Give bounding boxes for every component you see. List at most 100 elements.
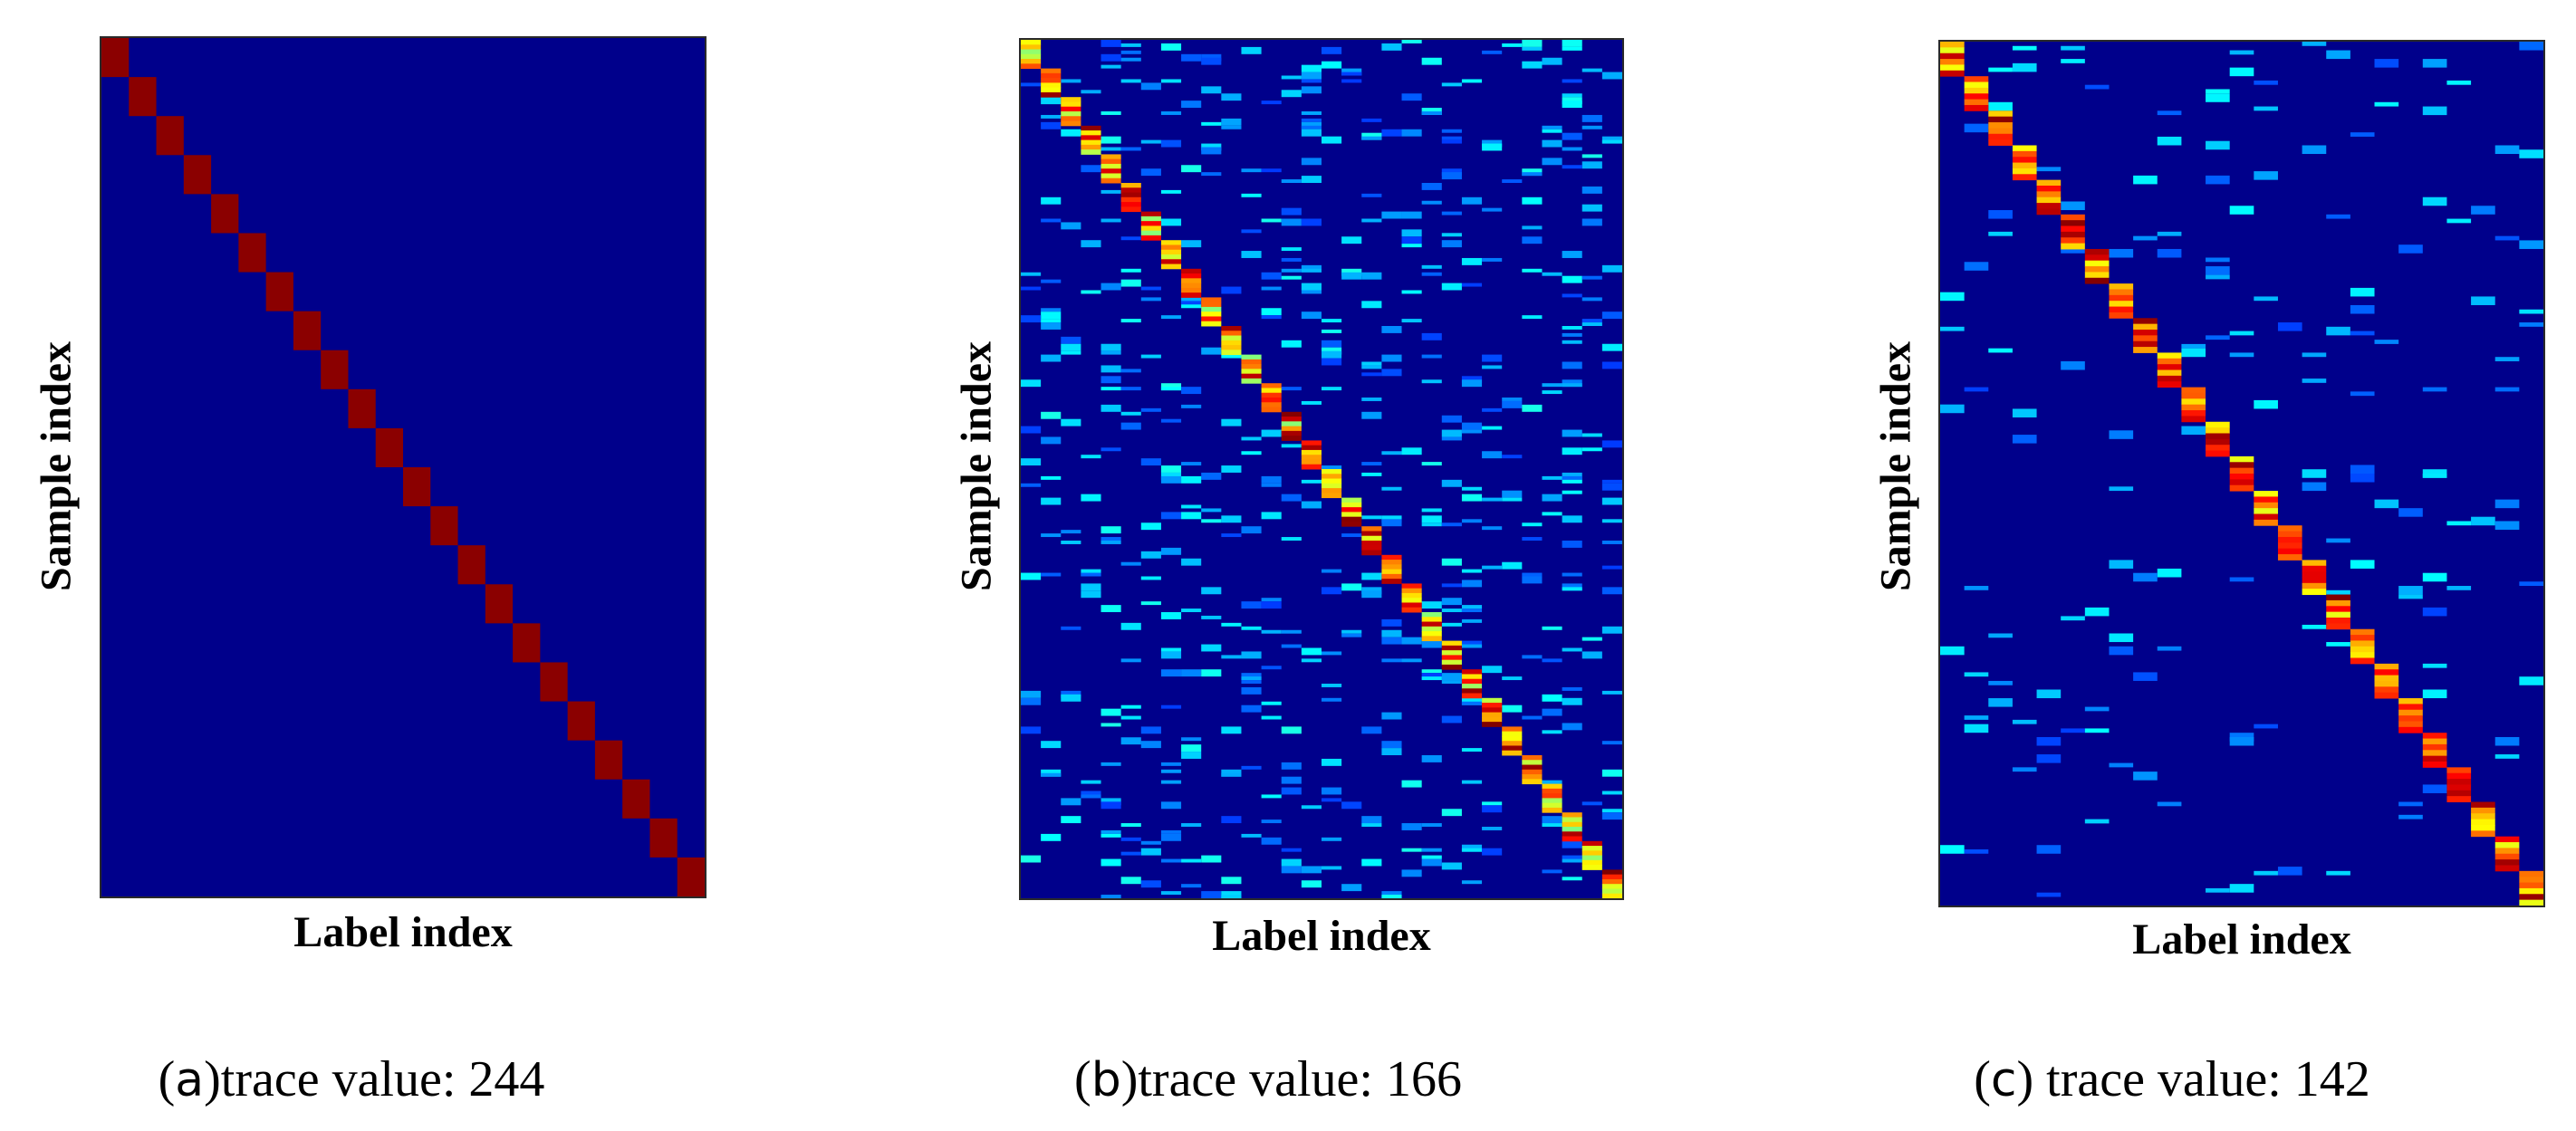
heatmap-cell xyxy=(1441,415,1462,423)
diagonal-cell xyxy=(2012,174,2037,181)
diagonal-cell xyxy=(2133,340,2158,348)
heatmap-cell xyxy=(1261,512,1282,520)
heatmap-cell xyxy=(1581,161,1602,169)
diagonal-cell xyxy=(2109,289,2134,296)
heatmap-cell xyxy=(1421,755,1442,762)
heatmap-cell xyxy=(2302,145,2327,155)
heatmap-cell xyxy=(1421,508,1442,513)
heatmap-cell xyxy=(1542,272,1562,276)
heatmap-cell xyxy=(2084,819,2110,824)
diagonal-cell xyxy=(1381,554,1402,561)
heatmap-cell xyxy=(1221,533,1242,538)
heatmap-cell xyxy=(1120,561,1141,566)
diagonal-cell xyxy=(1502,726,1523,733)
heatmap-cell xyxy=(1301,118,1322,122)
heatmap-cell xyxy=(1401,780,1422,788)
heatmap-cell xyxy=(1461,494,1483,502)
diagonal-cell xyxy=(2374,669,2399,676)
heatmap-cell xyxy=(1940,292,1965,302)
heatmap-cell xyxy=(1201,472,1222,480)
heatmap-cell xyxy=(1522,168,1543,177)
diagonal-cell xyxy=(2181,387,2206,394)
diagonal-cell xyxy=(2519,877,2543,884)
heatmap-cell xyxy=(1221,816,1242,824)
heatmap-cell xyxy=(1101,801,1121,810)
diagonal-cell xyxy=(2374,680,2399,687)
heatmap-cell xyxy=(1562,572,1582,577)
heatmap-cell xyxy=(1461,283,1483,287)
heatmap-cell xyxy=(1301,176,1322,183)
diagonal-cell xyxy=(2277,542,2302,550)
diagonal-cell xyxy=(2374,692,2399,699)
heatmap-cell xyxy=(1381,519,1402,527)
diagonal-cell xyxy=(2398,704,2423,711)
heatmap-cell xyxy=(1522,61,1543,69)
heatmap-cell xyxy=(1341,884,1362,892)
diagonal-cell xyxy=(1140,235,1161,241)
diagonal-cell xyxy=(2471,819,2495,826)
diagonal-cell xyxy=(2061,237,2085,244)
diagonal-cell xyxy=(540,662,568,702)
heatmap-cell xyxy=(1281,726,1302,734)
heatmap-cell xyxy=(1361,136,1382,140)
diagonal-cell xyxy=(1181,292,1202,298)
diagonal-cell xyxy=(2326,606,2350,613)
diagonal-cell xyxy=(1361,535,1382,542)
heatmap-cell xyxy=(1502,455,1523,459)
heatmap-cell xyxy=(1041,121,1062,129)
heatmap-cell xyxy=(1601,541,1622,544)
diagonal-cell xyxy=(1421,636,1442,642)
heatmap-cell xyxy=(1322,136,1342,144)
heatmap-cell xyxy=(2302,379,2327,383)
heatmap-cell xyxy=(2494,235,2520,241)
diagonal-cell xyxy=(1601,869,1622,876)
diagonal-cell xyxy=(1041,68,1062,74)
heatmap-cell xyxy=(2422,59,2447,68)
diagonal-cell xyxy=(1988,133,2013,140)
heatmap-cell xyxy=(1601,264,1622,273)
heatmap-cell xyxy=(1461,257,1483,265)
diagonal-cell xyxy=(1562,836,1582,842)
heatmap-cell xyxy=(1120,823,1141,827)
heatmap-cell xyxy=(2206,274,2230,280)
heatmap-cell xyxy=(1301,79,1322,83)
heatmap-cell xyxy=(2133,672,2158,681)
diagonal-cell xyxy=(1461,688,1483,695)
heatmap-cell xyxy=(1322,387,1342,391)
heatmap-cell xyxy=(1241,601,1262,609)
heatmap-cell xyxy=(1482,365,1503,369)
heatmap-cell xyxy=(1542,658,1562,663)
heatmap-cell xyxy=(1301,290,1322,294)
diagonal-cell xyxy=(1061,116,1081,122)
heatmap-cell xyxy=(2036,754,2062,763)
heatmap-cell xyxy=(1160,833,1182,841)
heatmap-cell xyxy=(2157,110,2182,116)
heatmap-cell xyxy=(1101,541,1121,544)
diagonal-cell xyxy=(1601,888,1622,895)
heatmap-cell xyxy=(2229,733,2254,742)
heatmap-cell xyxy=(1081,780,1101,784)
heatmap-cell xyxy=(1601,741,1622,745)
heatmap-cell xyxy=(2181,426,2206,436)
heatmap-cell xyxy=(2302,624,2327,629)
heatmap-cell xyxy=(2061,728,2085,733)
heatmap-cell xyxy=(1601,361,1622,369)
heatmap-cell xyxy=(1101,404,1121,412)
y-axis-label: Sample index xyxy=(1871,340,1920,592)
heatmap-cell xyxy=(1261,286,1282,291)
heatmap-cell xyxy=(1041,833,1062,841)
heatmap-cell xyxy=(1041,436,1062,445)
diagonal-cell xyxy=(1361,541,1382,546)
heatmap-cell xyxy=(2229,50,2254,55)
heatmap-cell xyxy=(2206,93,2230,102)
heatmap-cell xyxy=(1381,486,1402,491)
heatmap-cell xyxy=(2061,45,2085,51)
diagonal-cell xyxy=(2229,484,2254,492)
diagonal-cell xyxy=(1021,53,1042,60)
heatmap-cell xyxy=(1241,46,1262,54)
heatmap-cell xyxy=(1562,165,1582,169)
heatmap-cell xyxy=(1301,86,1322,94)
heatmap-cell xyxy=(1061,626,1081,630)
heatmap-cell xyxy=(2350,560,2375,569)
diagonal-cell xyxy=(2061,225,2085,233)
